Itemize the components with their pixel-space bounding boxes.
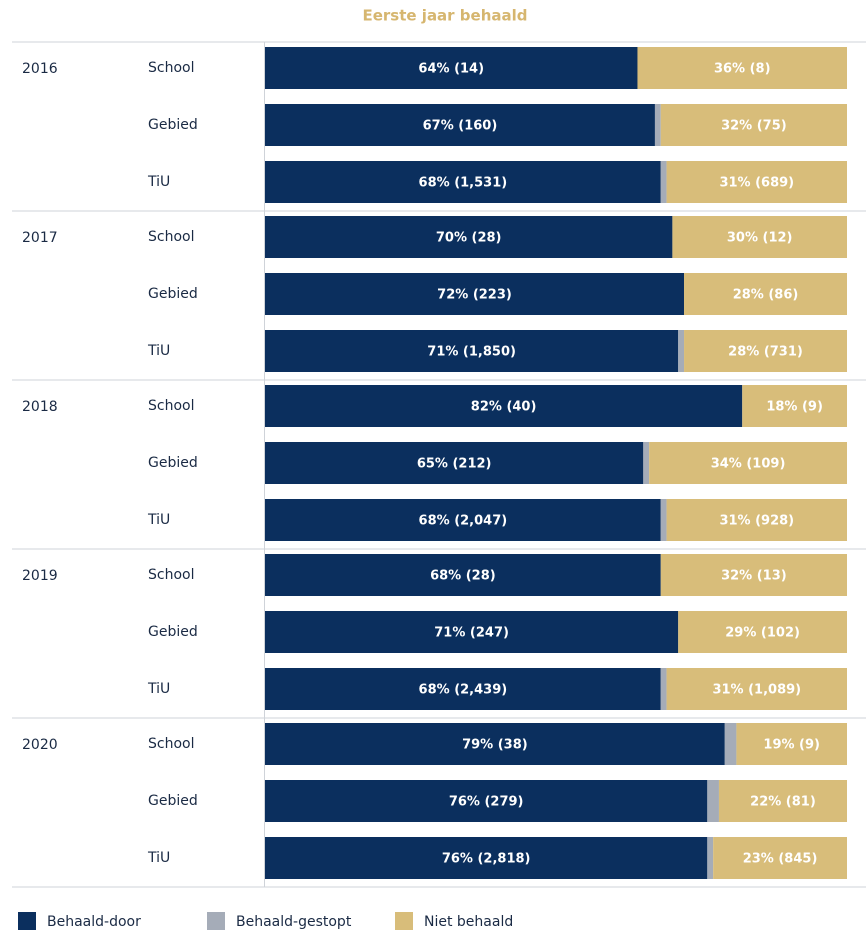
- bar-segment: [649, 442, 847, 484]
- bar-segment: [678, 611, 847, 653]
- bar-segment: [724, 723, 737, 765]
- bar-segment: [672, 216, 847, 258]
- bar-segment: [265, 499, 661, 541]
- bar-segment: [684, 330, 847, 372]
- legend-swatch: [207, 912, 225, 930]
- legend-swatch: [395, 912, 413, 930]
- bar-segment: [713, 837, 847, 879]
- value-label: 67% (160): [423, 119, 498, 134]
- value-label: 71% (1,850): [427, 345, 516, 360]
- value-label: 76% (279): [449, 795, 524, 810]
- group-label: 2018: [22, 399, 58, 415]
- value-label: 19% (9): [763, 738, 820, 753]
- category-label: Gebied: [148, 117, 198, 133]
- bar-segment: [736, 723, 847, 765]
- bar-segment: [265, 47, 638, 89]
- value-label: 18% (9): [766, 400, 823, 415]
- bar-segment: [660, 668, 667, 710]
- group-label: 2017: [22, 230, 58, 246]
- bar-segment: [666, 161, 847, 203]
- value-label: 68% (2,047): [419, 514, 508, 529]
- value-label: 71% (247): [434, 626, 509, 641]
- value-label: 31% (1,089): [712, 683, 801, 698]
- bar-segment: [707, 780, 719, 822]
- value-label: 72% (223): [437, 288, 512, 303]
- category-label: TiU: [147, 343, 170, 359]
- value-label: 68% (1,531): [419, 176, 508, 191]
- value-label: 22% (81): [750, 795, 816, 810]
- bar-segment: [707, 837, 714, 879]
- bar-segment: [678, 330, 685, 372]
- value-label: 70% (28): [436, 231, 502, 246]
- bar-segment: [660, 104, 847, 146]
- value-label: 32% (13): [721, 569, 787, 584]
- value-label: 64% (14): [418, 62, 484, 77]
- category-label: Gebied: [148, 624, 198, 640]
- value-label: 68% (2,439): [419, 683, 508, 698]
- category-label: Gebied: [148, 455, 198, 471]
- bar-segment: [660, 161, 667, 203]
- bar-segment: [265, 554, 661, 596]
- chart-title: Eerste jaar behaald: [362, 7, 527, 25]
- value-label: 30% (12): [727, 231, 793, 246]
- legend-swatch: [18, 912, 36, 930]
- value-label: 36% (8): [714, 62, 771, 77]
- bar-segment: [265, 611, 679, 653]
- category-label: Gebied: [148, 793, 198, 809]
- value-label: 76% (2,818): [442, 852, 531, 867]
- bar-segment: [742, 385, 847, 427]
- group-label: 2019: [22, 568, 58, 584]
- bar-segment: [637, 47, 847, 89]
- bar-segment: [666, 668, 847, 710]
- bar-segment: [666, 499, 847, 541]
- group-label: 2016: [22, 61, 58, 77]
- bar-segment: [718, 780, 847, 822]
- value-label: 28% (86): [733, 288, 799, 303]
- bar-segment: [660, 554, 847, 596]
- category-label: TiU: [147, 174, 170, 190]
- value-label: 29% (102): [725, 626, 800, 641]
- bar-segment: [660, 499, 667, 541]
- bar-segment: [265, 442, 644, 484]
- value-label: 31% (689): [719, 176, 794, 191]
- value-label: 31% (928): [719, 514, 794, 529]
- bar-segment: [265, 330, 679, 372]
- bar-segment: [265, 780, 708, 822]
- bar-segment: [265, 837, 708, 879]
- category-label: TiU: [147, 681, 170, 697]
- group-label: 2020: [22, 737, 58, 753]
- category-label: Gebied: [148, 286, 198, 302]
- bar-segment: [265, 385, 743, 427]
- legend-label: Behaald-door: [47, 914, 141, 930]
- bar-segment: [643, 442, 650, 484]
- category-label: School: [148, 736, 194, 752]
- bar-segment: [654, 104, 661, 146]
- value-label: 65% (212): [417, 457, 492, 472]
- legend-label: Niet behaald: [424, 914, 513, 930]
- bar-segment: [265, 216, 673, 258]
- category-label: School: [148, 60, 194, 76]
- value-label: 34% (109): [711, 457, 786, 472]
- value-label: 82% (40): [471, 400, 537, 415]
- legend-label: Behaald-gestopt: [236, 914, 352, 930]
- category-label: TiU: [147, 512, 170, 528]
- value-label: 23% (845): [743, 852, 818, 867]
- bar-segment: [265, 161, 661, 203]
- value-label: 32% (75): [721, 119, 787, 134]
- bar-segment: [265, 273, 685, 315]
- category-label: School: [148, 229, 194, 245]
- category-label: School: [148, 567, 194, 583]
- category-label: TiU: [147, 850, 170, 866]
- bar-segment: [265, 723, 725, 765]
- bar-segment: [684, 273, 847, 315]
- bar-segment: [265, 668, 661, 710]
- bar-segment: [265, 104, 655, 146]
- value-label: 68% (28): [430, 569, 496, 584]
- value-label: 28% (731): [728, 345, 803, 360]
- category-label: School: [148, 398, 194, 414]
- value-label: 79% (38): [462, 738, 528, 753]
